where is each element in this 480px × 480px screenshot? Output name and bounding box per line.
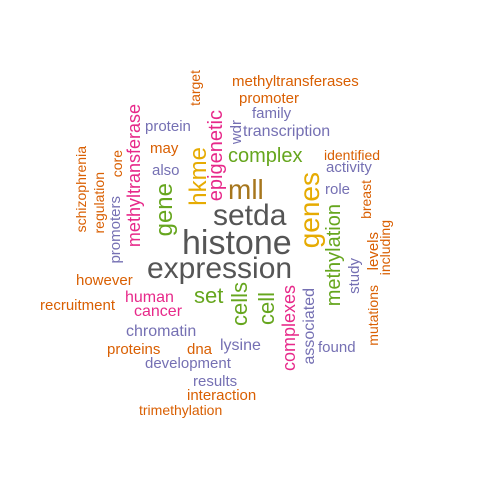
word-mutations: mutations [365, 285, 381, 346]
word-trimethylation: trimethylation [139, 402, 223, 418]
word-cells: cells [227, 282, 252, 327]
word-schizophrenia: schizophrenia [73, 146, 89, 233]
word-transcription: transcription [243, 123, 331, 140]
word-methyltransferases: methyltransferases [232, 73, 359, 90]
word-family: family [252, 105, 292, 122]
word-mll: mll [228, 174, 264, 205]
word-methylation: methylation [323, 204, 345, 307]
word-histone: histone [182, 224, 292, 262]
word-wdr: wdr [228, 120, 245, 145]
word-found: found [318, 339, 356, 356]
word-proteins: proteins [107, 341, 161, 358]
word-lysine: lysine [220, 337, 261, 354]
word-promoter: promoter [239, 90, 300, 107]
word-methyltransferase: methyltransferase [124, 104, 144, 248]
word-regulation: regulation [91, 172, 107, 234]
word-role: role [325, 181, 351, 198]
word-genes: genes [294, 172, 325, 249]
word-gene: gene [151, 183, 178, 237]
word-human: human [125, 289, 174, 306]
word-protein: protein [145, 118, 191, 135]
word-core: core [109, 150, 125, 178]
word-expression: expression [147, 252, 293, 285]
word-set: set [194, 283, 224, 308]
word-may: may [150, 140, 179, 157]
word-results: results [193, 373, 238, 390]
word-development: development [145, 355, 231, 372]
word-study: study [346, 258, 363, 294]
word-identified: identified [324, 147, 381, 163]
word-recruitment: recruitment [40, 297, 116, 314]
word-cell: cell [254, 292, 279, 326]
word-breast: breast [358, 180, 374, 219]
word-promoters: promoters [107, 196, 124, 264]
word-setda: setda [213, 199, 287, 232]
word-complexes: complexes [279, 285, 299, 372]
word-associated: associated [301, 288, 318, 365]
word-however: however [76, 272, 133, 289]
word-dna: dna [187, 341, 213, 358]
word-interaction: interaction [187, 387, 257, 404]
word-also: also [152, 162, 180, 179]
word-cancer: cancer [134, 303, 183, 320]
word-including: including [377, 220, 393, 276]
word-target: target [187, 70, 203, 106]
word-complex: complex [228, 145, 303, 167]
word-epigenetic: epigenetic [205, 110, 227, 202]
word-activity: activity [326, 159, 372, 176]
word-chromatin: chromatin [126, 323, 197, 340]
